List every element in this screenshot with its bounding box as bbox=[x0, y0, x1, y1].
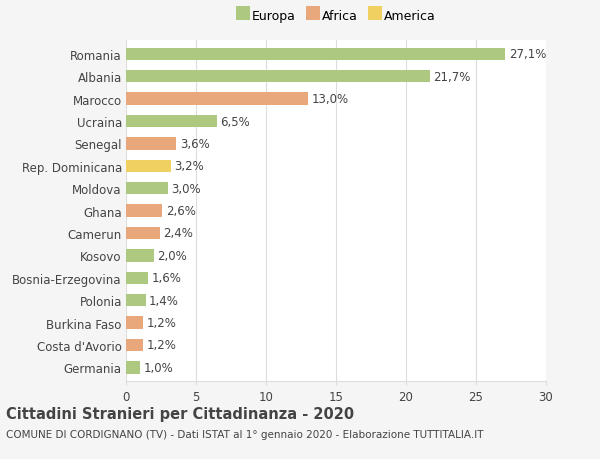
Text: 1,6%: 1,6% bbox=[152, 272, 182, 285]
Bar bbox=[126, 93, 308, 106]
Bar bbox=[126, 294, 146, 307]
Text: 21,7%: 21,7% bbox=[433, 71, 470, 84]
Text: 2,0%: 2,0% bbox=[157, 249, 187, 262]
Text: 2,6%: 2,6% bbox=[166, 205, 196, 218]
Text: 3,0%: 3,0% bbox=[172, 182, 201, 195]
Bar bbox=[126, 205, 163, 217]
Bar bbox=[126, 339, 143, 351]
Bar bbox=[126, 116, 217, 128]
Text: 1,0%: 1,0% bbox=[143, 361, 173, 374]
Text: 1,2%: 1,2% bbox=[146, 339, 176, 352]
Bar bbox=[126, 272, 148, 284]
Bar bbox=[126, 49, 505, 61]
Legend: Europa, Africa, America: Europa, Africa, America bbox=[231, 6, 441, 28]
Bar bbox=[126, 227, 160, 240]
Text: 27,1%: 27,1% bbox=[509, 48, 546, 61]
Text: 13,0%: 13,0% bbox=[311, 93, 349, 106]
Bar bbox=[126, 183, 168, 195]
Bar bbox=[126, 250, 154, 262]
Bar bbox=[126, 361, 140, 374]
Bar bbox=[126, 138, 176, 150]
Text: 1,4%: 1,4% bbox=[149, 294, 179, 307]
Bar bbox=[126, 317, 143, 329]
Text: 2,4%: 2,4% bbox=[163, 227, 193, 240]
Text: 3,6%: 3,6% bbox=[180, 138, 209, 151]
Text: 1,2%: 1,2% bbox=[146, 316, 176, 330]
Text: 3,2%: 3,2% bbox=[175, 160, 204, 173]
Text: Cittadini Stranieri per Cittadinanza - 2020: Cittadini Stranieri per Cittadinanza - 2… bbox=[6, 406, 354, 421]
Text: 6,5%: 6,5% bbox=[221, 115, 250, 128]
Bar bbox=[126, 71, 430, 83]
Text: COMUNE DI CORDIGNANO (TV) - Dati ISTAT al 1° gennaio 2020 - Elaborazione TUTTITA: COMUNE DI CORDIGNANO (TV) - Dati ISTAT a… bbox=[6, 429, 484, 439]
Bar bbox=[126, 160, 171, 173]
